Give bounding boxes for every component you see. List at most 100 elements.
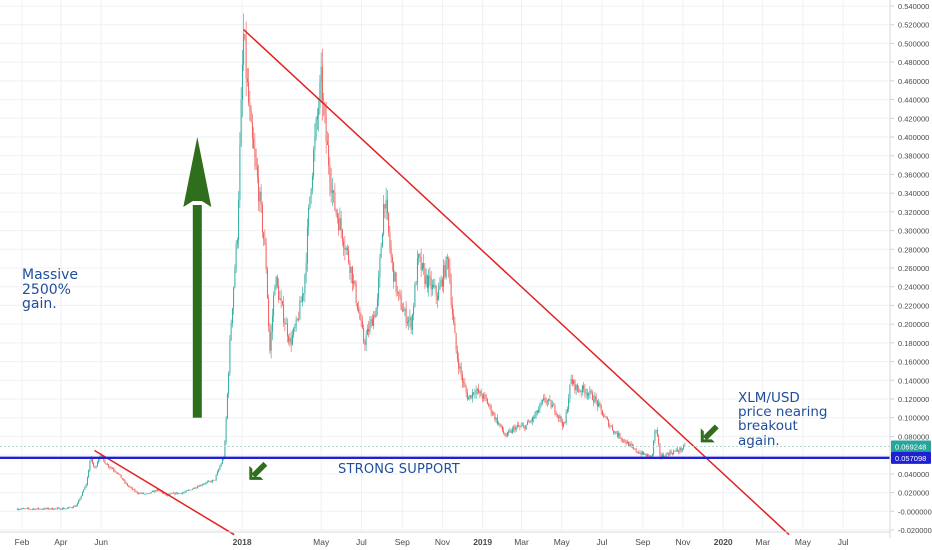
candle-body — [138, 493, 140, 494]
x-tick-label: Sep — [395, 537, 410, 547]
candle-body — [590, 390, 592, 393]
x-tick-label: Apr — [54, 537, 67, 547]
candle-body — [518, 425, 520, 427]
candle-body — [313, 150, 315, 176]
candle-body — [245, 38, 247, 79]
candle-body — [311, 175, 313, 189]
candle-body — [401, 309, 403, 312]
candle-body — [624, 439, 626, 443]
y-tick-label: 0.180000 — [898, 339, 929, 348]
candle-body — [45, 508, 47, 509]
y-tick-label: 0.260000 — [898, 264, 929, 273]
candle-body — [450, 281, 452, 305]
candle-body — [209, 481, 211, 482]
candle-body — [106, 464, 108, 466]
candle-body — [230, 323, 232, 340]
candle-body — [58, 507, 60, 509]
candle-body — [70, 507, 72, 509]
candle-body — [41, 509, 43, 510]
candle-body — [580, 391, 582, 393]
candle-body — [505, 435, 507, 437]
candle-body — [576, 384, 578, 390]
candle-body — [141, 492, 143, 494]
candle-body — [43, 509, 45, 510]
candle-body — [320, 66, 322, 83]
candle-body — [665, 453, 667, 458]
candle-body — [511, 428, 513, 433]
candle-body — [275, 276, 277, 288]
candle-body — [326, 141, 328, 146]
candle-body — [233, 287, 235, 309]
y-tick-label: 0.420000 — [898, 114, 929, 123]
candle-body — [234, 269, 236, 288]
candle-body — [56, 507, 58, 509]
candle-body — [623, 439, 625, 441]
candle-body — [178, 492, 180, 494]
candle-body — [111, 467, 113, 469]
candle-body — [118, 473, 120, 475]
candle-body — [73, 506, 75, 508]
candle-body — [360, 319, 362, 321]
candle-body — [419, 254, 421, 258]
candle-body — [610, 425, 612, 427]
candle-body — [628, 441, 630, 447]
candle-body — [474, 393, 476, 395]
candle-body — [175, 492, 177, 495]
candle-body — [525, 424, 527, 430]
y-tick-label: 0.280000 — [898, 245, 929, 254]
candle-body — [30, 509, 32, 510]
candle-body — [279, 298, 281, 300]
x-tick-label: Mar — [755, 537, 770, 547]
candle-body — [334, 192, 336, 210]
candle-body — [609, 425, 611, 427]
candle-body — [541, 399, 543, 403]
candle-body — [460, 366, 462, 375]
candle-body — [604, 416, 606, 418]
candle-body — [514, 427, 516, 431]
y-tick-label: 0.200000 — [898, 320, 929, 329]
candle-body — [413, 306, 415, 315]
candle-body — [351, 266, 353, 284]
candle-body — [563, 422, 565, 427]
candle-body — [276, 276, 278, 286]
candle-body — [479, 391, 481, 393]
candle-body — [365, 335, 367, 345]
candle-body — [26, 508, 28, 509]
candle-body — [36, 508, 38, 509]
candle-body — [216, 471, 218, 476]
candle-body — [668, 453, 670, 456]
candle-body — [59, 507, 61, 510]
y-tick-label: 0.240000 — [898, 283, 929, 292]
time-axis[interactable]: Feb Apr Jun 2018 May Jul Sep Nov 2019 Mar May Jul Se… — [0, 531, 890, 547]
candle-body — [519, 426, 521, 428]
candle-body — [60, 509, 62, 511]
candle-body — [46, 507, 48, 509]
candle-body — [151, 491, 153, 492]
candle-body — [173, 492, 175, 494]
candle-body — [501, 425, 503, 431]
candle-body — [294, 327, 296, 329]
candle-body — [600, 405, 602, 411]
candle-body — [658, 436, 660, 444]
candle-body — [494, 413, 496, 420]
candle-body — [123, 479, 125, 481]
candle-body — [350, 266, 352, 273]
candle-body — [51, 508, 53, 510]
candle-body — [38, 508, 40, 510]
candle-body — [606, 418, 608, 420]
candle-body — [399, 293, 401, 297]
y-tick-label: 0.320000 — [898, 208, 929, 217]
candle-body — [488, 404, 490, 406]
candle-body — [220, 463, 222, 467]
candle-body — [550, 400, 552, 408]
support-price-label-bg — [891, 451, 931, 464]
candle-body — [171, 493, 173, 495]
candle-body — [476, 388, 478, 391]
candle-body — [44, 508, 46, 510]
candle-body — [133, 489, 135, 491]
x-tick-label: May — [554, 537, 571, 547]
price-axis[interactable]: 0.540000 0.520000 0.500000 0.480000 0.460000… — [889, 0, 932, 538]
candle-body — [523, 425, 525, 427]
arrow-annotations — [183, 137, 719, 480]
